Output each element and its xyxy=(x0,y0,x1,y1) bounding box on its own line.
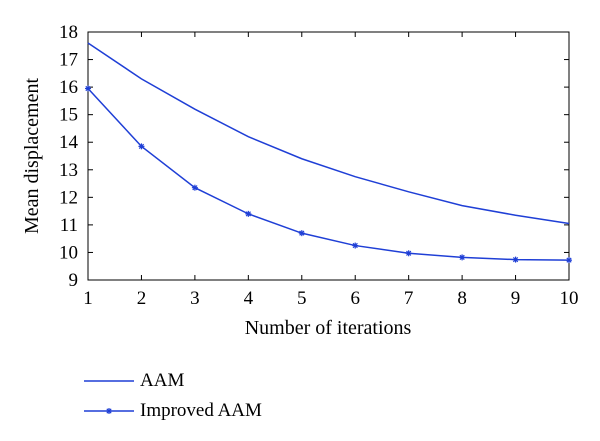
legend-item-aam: AAM xyxy=(84,366,262,396)
y-tick-label: 10 xyxy=(59,242,78,263)
legend-item-improved-aam: Improved AAM xyxy=(84,396,262,426)
data-point-improved-aam xyxy=(245,210,252,217)
x-tick-label: 7 xyxy=(404,288,414,309)
data-point-improved-aam xyxy=(298,230,305,237)
x-axis-label: Number of iterations xyxy=(245,317,412,339)
data-point-improved-aam xyxy=(566,257,572,264)
x-tick-label: 8 xyxy=(457,288,467,309)
data-point-improved-aam xyxy=(352,242,359,249)
x-tick-label: 1 xyxy=(83,288,93,309)
x-tick-label: 5 xyxy=(297,288,307,309)
x-tick-label: 3 xyxy=(190,288,200,309)
data-point-improved-aam xyxy=(459,254,466,261)
legend: AAM Improved AAM xyxy=(84,366,262,426)
y-tick-label: 15 xyxy=(59,105,78,126)
y-tick-label: 18 xyxy=(59,22,78,43)
y-tick-label: 11 xyxy=(60,215,78,236)
y-tick-label: 9 xyxy=(69,270,79,291)
data-point-improved-aam xyxy=(85,85,91,92)
legend-label-aam: AAM xyxy=(140,370,185,391)
plot-frame xyxy=(87,31,570,281)
star-marker-icon xyxy=(106,408,112,414)
y-tick-label: 13 xyxy=(59,160,78,181)
series-line-aam xyxy=(87,42,570,225)
data-point-improved-aam xyxy=(512,256,519,263)
y-tick-label: 17 xyxy=(59,50,78,71)
x-axis: 1 2 3 4 5 6 7 8 9 10 xyxy=(83,32,579,309)
legend-label-improved-aam: Improved AAM xyxy=(140,400,262,421)
data-point-improved-aam xyxy=(191,184,198,191)
x-tick-label: 4 xyxy=(244,288,254,309)
x-tick-label: 2 xyxy=(137,288,147,309)
y-axis: 9 10 11 12 13 14 15 16 17 18 xyxy=(59,22,569,291)
legend-swatch-improved-aam xyxy=(84,408,134,414)
x-tick-label: 9 xyxy=(511,288,521,309)
y-tick-label: 16 xyxy=(59,77,78,98)
series-layer xyxy=(85,42,572,264)
x-tick-label: 10 xyxy=(560,288,579,309)
data-point-improved-aam xyxy=(405,250,412,257)
series-line-improved-aam xyxy=(87,87,570,261)
x-tick-label: 6 xyxy=(350,288,360,309)
y-tick-label: 14 xyxy=(59,132,79,153)
data-point-improved-aam xyxy=(138,143,145,150)
legend-swatch-aam xyxy=(84,380,134,382)
y-tick-label: 12 xyxy=(59,187,78,208)
y-axis-label: Mean displacement xyxy=(21,78,43,234)
